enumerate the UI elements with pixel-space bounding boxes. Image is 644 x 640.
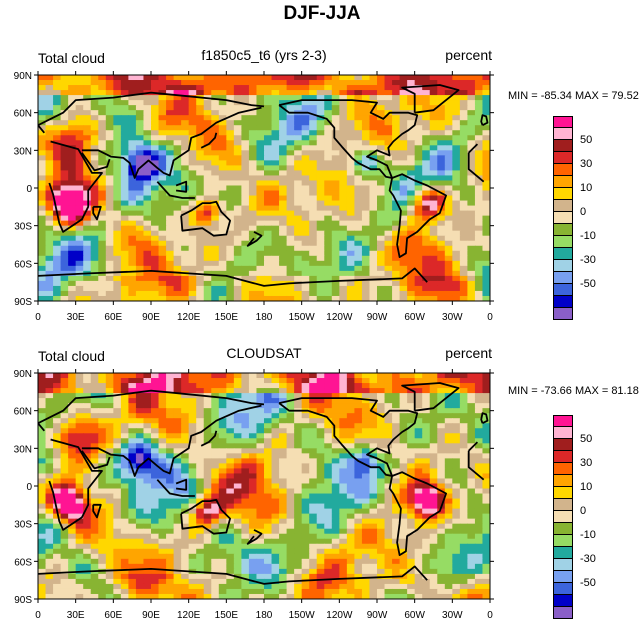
lat-tick-label: 60S xyxy=(14,259,32,270)
lon-tick-label: 180 xyxy=(256,610,273,621)
colorbar-label: -50 xyxy=(580,577,596,589)
lon-tick-label: 90E xyxy=(142,610,160,621)
colorbar-swatch xyxy=(553,499,573,511)
colorbar-swatch xyxy=(553,547,573,559)
lon-tick-label: 0 xyxy=(35,312,41,323)
lon-tick-label: 90W xyxy=(367,610,388,621)
lat-tick-label: 30N xyxy=(14,444,32,455)
lon-tick-label: 120E xyxy=(177,610,201,621)
lon-tick-label: 60W xyxy=(404,610,425,621)
colorbar-swatch xyxy=(553,248,573,260)
lat-tick-label: 30S xyxy=(14,520,32,531)
colorbar-swatch xyxy=(553,164,573,176)
lat-tick-label: 0 xyxy=(26,184,32,195)
colorbar xyxy=(553,415,573,619)
lon-tick-label: 150E xyxy=(215,312,239,323)
lat-tick-label: 0 xyxy=(26,482,32,493)
lat-tick-label: 60S xyxy=(14,557,32,568)
colorbar-swatch xyxy=(553,140,573,152)
lon-tick-label: 0 xyxy=(487,610,493,621)
lon-tick-label: 180 xyxy=(256,312,273,323)
lat-tick-label: 90N xyxy=(14,369,32,380)
lon-tick-label: 120W xyxy=(326,610,353,621)
colorbar-swatch xyxy=(553,583,573,595)
colorbar-label: -50 xyxy=(580,278,596,290)
map-panel-cloudsat: Total cloud CLOUDSAT percent MIN = -73.6… xyxy=(0,340,644,640)
lon-tick-label: 0 xyxy=(35,610,41,621)
colorbar-swatch xyxy=(553,511,573,523)
colorbar-label: 10 xyxy=(580,481,592,493)
colorbar-swatch xyxy=(553,439,573,451)
lat-tick-label: 30N xyxy=(14,146,32,157)
lon-tick-label: 90E xyxy=(142,312,160,323)
colorbar-swatch xyxy=(553,224,573,236)
colorbar-label: -10 xyxy=(580,529,596,541)
lon-tick-label: 30E xyxy=(67,610,85,621)
colorbar-swatch xyxy=(553,284,573,296)
lat-tick-label: 30S xyxy=(14,222,32,233)
colorbar-swatch xyxy=(553,176,573,188)
colorbar-swatch xyxy=(553,308,573,320)
contour-fill xyxy=(38,75,491,302)
colorbar-label: 50 xyxy=(580,433,592,445)
colorbar-label: 50 xyxy=(580,134,592,146)
colorbar-swatch xyxy=(553,463,573,475)
colorbar-label: -10 xyxy=(580,230,596,242)
colorbar-swatch xyxy=(553,212,573,224)
map-panel-model: Total cloud f1850c5_t6 (yrs 2-3) percent… xyxy=(0,42,644,342)
colorbar-swatch xyxy=(553,451,573,463)
colorbar-label: -30 xyxy=(580,553,596,565)
colorbar-swatch xyxy=(553,296,573,308)
colorbar-swatch xyxy=(553,571,573,583)
colorbar-swatch xyxy=(553,427,573,439)
colorbar-label: 0 xyxy=(580,505,586,517)
colorbar xyxy=(553,116,573,320)
colorbar-swatch xyxy=(553,152,573,164)
colorbar-swatch xyxy=(553,128,573,140)
colorbar-label: 30 xyxy=(580,158,592,170)
colorbar-swatch xyxy=(553,116,573,128)
colorbar-swatch xyxy=(553,200,573,212)
lon-tick-label: 60W xyxy=(404,312,425,323)
lat-tick-label: 60N xyxy=(14,109,32,120)
lon-tick-label: 60E xyxy=(104,312,122,323)
colorbar-label: 0 xyxy=(580,206,586,218)
colorbar-label: 30 xyxy=(580,457,592,469)
lon-tick-label: 30E xyxy=(67,312,85,323)
lon-tick-label: 150W xyxy=(289,610,316,621)
contour-fill xyxy=(38,373,491,600)
lon-tick-label: 90W xyxy=(367,312,388,323)
colorbar-swatch xyxy=(553,559,573,571)
lon-tick-label: 30W xyxy=(442,610,463,621)
lon-tick-label: 120E xyxy=(177,312,201,323)
lat-tick-label: 90N xyxy=(14,71,32,82)
lon-tick-label: 120W xyxy=(326,312,353,323)
colorbar-swatch xyxy=(553,535,573,547)
colorbar-swatch xyxy=(553,272,573,284)
colorbar-swatch xyxy=(553,188,573,200)
colorbar-swatch xyxy=(553,260,573,272)
lat-tick-label: 90S xyxy=(14,595,32,606)
figure-title: DJF-JJA xyxy=(0,3,644,25)
colorbar-swatch xyxy=(553,607,573,619)
lat-tick-label: 60N xyxy=(14,407,32,418)
lon-tick-label: 0 xyxy=(487,312,493,323)
lon-tick-label: 150W xyxy=(289,312,316,323)
lon-tick-label: 30W xyxy=(442,312,463,323)
colorbar-swatch xyxy=(553,475,573,487)
colorbar-label: 10 xyxy=(580,182,592,194)
lon-tick-label: 60E xyxy=(104,610,122,621)
colorbar-swatch xyxy=(553,487,573,499)
lat-tick-label: 90S xyxy=(14,297,32,308)
colorbar-swatch xyxy=(553,415,573,427)
lon-tick-label: 150E xyxy=(215,610,239,621)
colorbar-swatch xyxy=(553,595,573,607)
colorbar-swatch xyxy=(553,236,573,248)
colorbar-label: -30 xyxy=(580,254,596,266)
colorbar-swatch xyxy=(553,523,573,535)
